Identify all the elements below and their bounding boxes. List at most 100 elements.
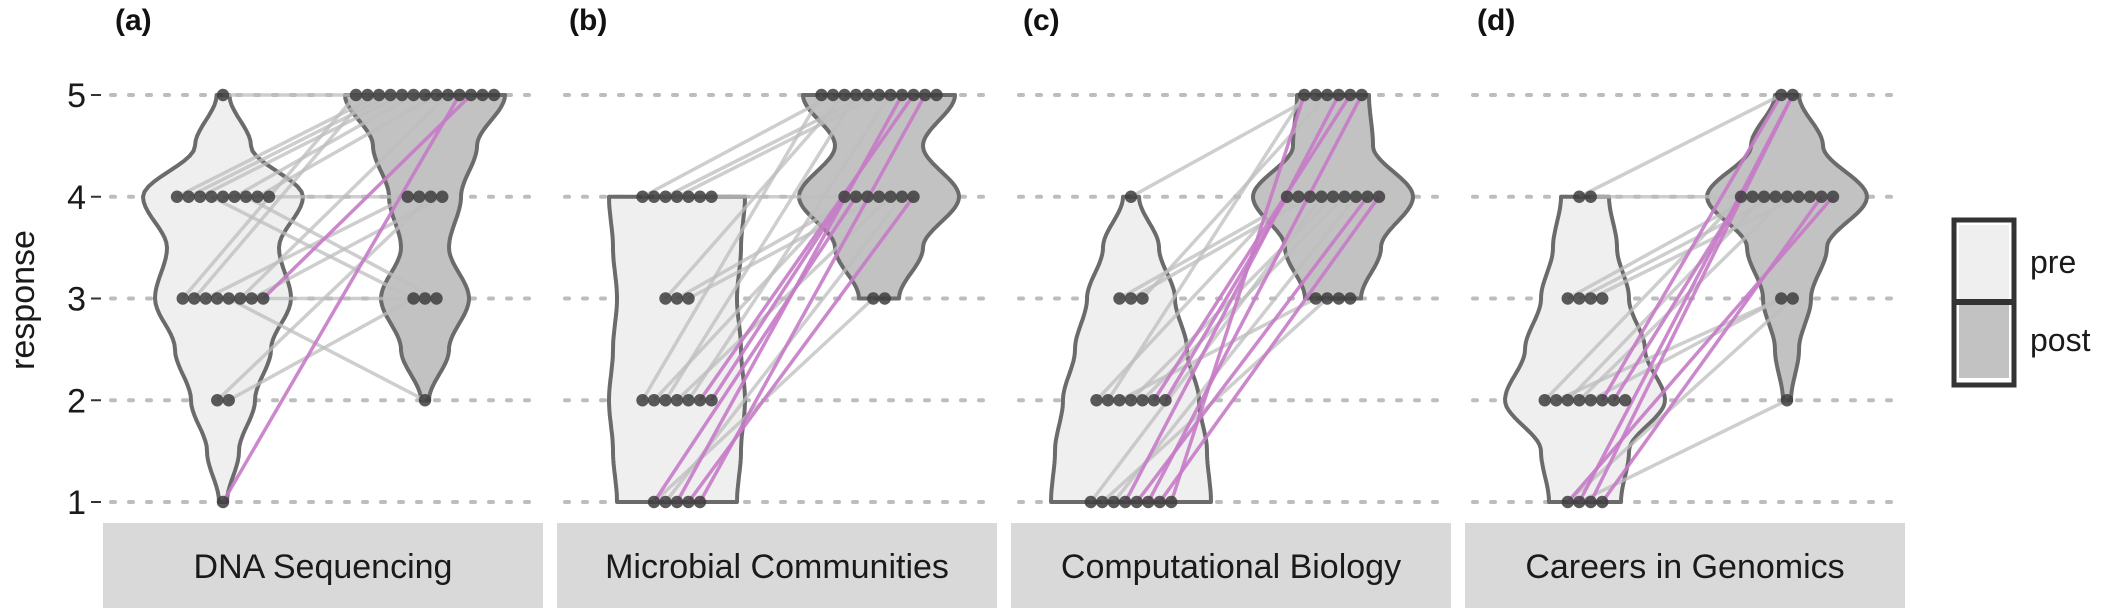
post-response-dot	[424, 190, 437, 203]
pair-line-highlight	[652, 195, 858, 503]
post-response-dot	[1786, 88, 1799, 102]
post-response-dot	[430, 292, 443, 305]
pre-response-dot	[647, 394, 661, 407]
panel-letter-1: (a)	[115, 4, 152, 37]
pair-line-highlight	[698, 93, 915, 402]
pre-response-dot	[670, 394, 684, 407]
pre-response-dot	[216, 190, 230, 203]
post-response-dot	[1349, 190, 1363, 203]
post-response-dot	[1355, 88, 1368, 102]
post-response-dot	[413, 190, 426, 203]
pre-response-dot	[1584, 394, 1597, 407]
post-response-dot	[1372, 190, 1386, 203]
pre-response-dot	[1136, 292, 1149, 305]
y-tick-label: 5	[67, 77, 86, 115]
pre-response-dot	[193, 190, 207, 203]
y-axis: response 1 2 3 4 5	[4, 77, 101, 522]
panel-title-1: DNA Sequencing	[194, 548, 453, 586]
post-response-dot	[1303, 190, 1317, 203]
post-response-dot	[395, 88, 409, 102]
post-response-dot	[418, 394, 432, 407]
y-axis-label: response	[4, 230, 42, 370]
post-response-dot	[1315, 190, 1328, 203]
post-response-dot	[849, 190, 863, 203]
pre-response-dot	[1165, 495, 1178, 509]
panel-title-4: Careers in Genomics	[1525, 548, 1844, 586]
pre-response-dot	[659, 190, 672, 203]
pre-response-dot	[1538, 394, 1551, 407]
pair-line-highlight	[1600, 94, 1783, 402]
pre-response-dot	[1113, 394, 1126, 407]
pair-line-highlight	[1158, 195, 1381, 504]
pre-response-dot	[1573, 190, 1586, 203]
post-response-dot	[1792, 190, 1805, 203]
post-response-dot	[384, 88, 397, 102]
post-response-dot	[1309, 292, 1322, 305]
pre-response-dot	[1113, 292, 1126, 305]
panel-strip-1	[103, 523, 543, 608]
post-response-dot	[1321, 88, 1334, 102]
post-response-dot	[907, 190, 920, 203]
pre-response-dot	[682, 495, 695, 509]
pre-response-dot	[1596, 495, 1609, 509]
pair-line	[1112, 195, 1358, 504]
pre-response-dot	[1124, 190, 1138, 203]
post-response-dot	[930, 88, 943, 102]
pre-response-dot	[1130, 495, 1143, 509]
pair-line-highlight	[1123, 94, 1341, 503]
post-response-dot	[401, 190, 414, 203]
pair-line-highlight	[1600, 195, 1823, 504]
post-response-dot	[838, 88, 851, 102]
pre-response-dot	[1136, 394, 1149, 407]
panel-letter-3: (c)	[1023, 4, 1060, 37]
post-response-dot	[1786, 292, 1799, 305]
post-response-dot	[349, 88, 363, 102]
response-dots	[170, 88, 1840, 509]
panel-letter-2: (b)	[569, 4, 607, 37]
y-tick-label: 1	[67, 484, 86, 522]
pair-line	[1130, 195, 1311, 301]
pair-line	[245, 195, 438, 301]
pre-response-dot	[245, 292, 258, 305]
post-response-dot	[1344, 88, 1357, 102]
pre-response-dot	[693, 190, 707, 203]
post-response-dot	[418, 88, 432, 102]
panel-letter-4: (d)	[1477, 4, 1515, 37]
pair-line-highlight	[1566, 195, 1835, 504]
pre-response-dot	[659, 292, 672, 305]
pre-response-dot	[693, 394, 707, 407]
pre-response-dot	[1096, 495, 1109, 509]
post-response-dot	[1332, 292, 1345, 305]
post-response-dot	[1280, 190, 1294, 203]
pre-response-dot	[1084, 495, 1097, 509]
post-response-dot	[1338, 190, 1351, 203]
pair-line	[199, 93, 403, 199]
legend-label-post: post	[2030, 322, 2091, 358]
pre-response-dot	[216, 495, 230, 509]
post-response-dot	[418, 292, 432, 305]
pair-line-highlight	[710, 195, 846, 402]
pre-response-dot	[205, 190, 218, 203]
pair-line-highlight	[1169, 94, 1306, 503]
post-response-dot	[1309, 88, 1322, 102]
post-response-dot	[878, 292, 891, 305]
pair-line	[233, 93, 415, 199]
pre-response-dot	[1561, 394, 1574, 407]
pre-response-dot	[647, 495, 661, 509]
post-response-dot	[1803, 190, 1817, 203]
pre-response-dot	[262, 190, 276, 203]
legend: pre post	[1951, 217, 2091, 388]
pre-response-dot	[1596, 394, 1609, 407]
post-response-dot	[476, 88, 489, 102]
pre-response-dot	[211, 292, 224, 305]
pair-line	[664, 94, 858, 402]
pair-line	[676, 195, 857, 301]
pre-response-dot	[647, 190, 661, 203]
pair-line	[1566, 195, 1754, 301]
post-response-dot	[826, 88, 840, 102]
post-response-dot	[453, 88, 466, 102]
pair-line	[187, 93, 392, 199]
pair-line	[210, 195, 415, 301]
pre-response-dot	[188, 292, 201, 305]
